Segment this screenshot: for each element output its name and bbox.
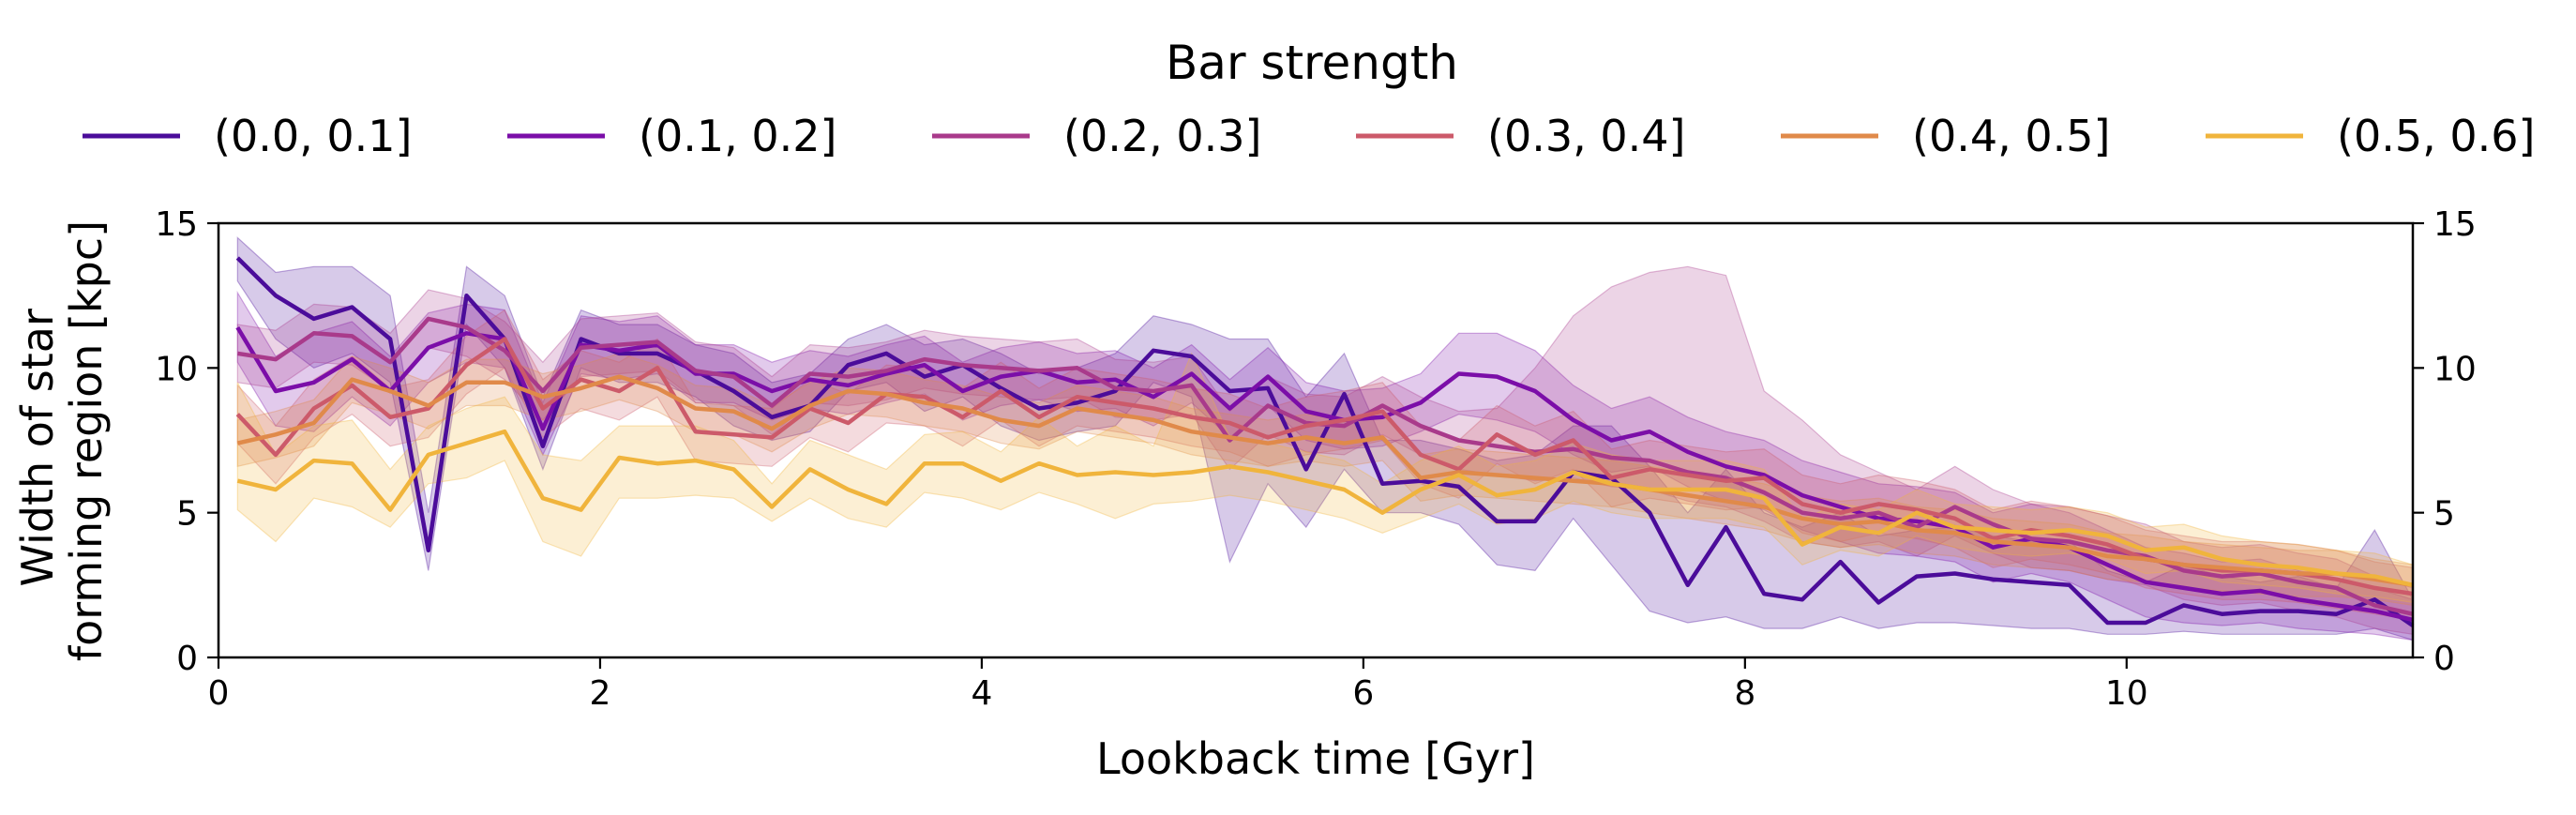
legend-label-4: (0.3, 0.4]: [1487, 111, 1685, 161]
legend-item-1: (0.0, 0.1]: [83, 111, 412, 161]
y-tick-label-right-0: 0: [2433, 640, 2455, 678]
line-series-5: [236, 374, 2414, 588]
legend-title: Bar strength: [1166, 36, 1458, 90]
x-tick-label-2: 4: [971, 674, 992, 713]
legend: (0.0, 0.1] (0.1, 0.2] (0.2, 0.3] (0.3, 0.4]…: [83, 111, 2535, 161]
x-tick-label-1: 2: [590, 674, 611, 713]
x-tick-label-5: 10: [2105, 674, 2148, 713]
y-tick-label-right-2: 10: [2433, 350, 2477, 388]
x-tick-label-0: 0: [208, 674, 230, 713]
plot-frame: [217, 221, 2415, 659]
y-axis-label-line-1: Width of star: [12, 309, 63, 586]
y-tick-label-right-3: 15: [2433, 205, 2477, 244]
y-tick-label-right-1: 5: [2433, 495, 2455, 534]
legend-item-2: (0.1, 0.2]: [507, 111, 836, 161]
legend-label-6: (0.5, 0.6]: [2337, 111, 2535, 161]
legend-item-4: (0.3, 0.4]: [1356, 111, 1685, 161]
y-tick-label-left-0: 0: [176, 640, 198, 678]
y-axis-label: Width of star forming region [kpc]: [12, 220, 112, 661]
legend-item-3: (0.2, 0.3]: [932, 111, 1261, 161]
x-tick-label-4: 8: [1734, 674, 1755, 713]
line-series-6: [236, 429, 2414, 587]
y-tick-label-left-2: 10: [155, 350, 198, 388]
legend-label-5: (0.4, 0.5]: [1912, 111, 2110, 161]
legend-item-5: (0.4, 0.5]: [1781, 111, 2110, 161]
x-axis-label: Lookback time [Gyr]: [1096, 733, 1535, 784]
y-axis-ticks: 0 0 5 5 10 10 15 15: [155, 205, 2477, 678]
y-tick-label-left-1: 5: [176, 495, 198, 534]
x-tick-label-3: 6: [1352, 674, 1374, 713]
legend-label-1: (0.0, 0.1]: [214, 111, 412, 161]
x-axis-ticks: 0 2 4 6 8 10: [208, 657, 2148, 713]
legend-item-6: (0.5, 0.6]: [2206, 111, 2535, 161]
legend-label-3: (0.2, 0.3]: [1063, 111, 1261, 161]
legend-label-2: (0.1, 0.2]: [639, 111, 836, 161]
y-axis-label-line-2: forming region [kpc]: [61, 220, 112, 661]
y-tick-label-left-3: 15: [155, 205, 198, 244]
series-lines: [235, 256, 2415, 627]
